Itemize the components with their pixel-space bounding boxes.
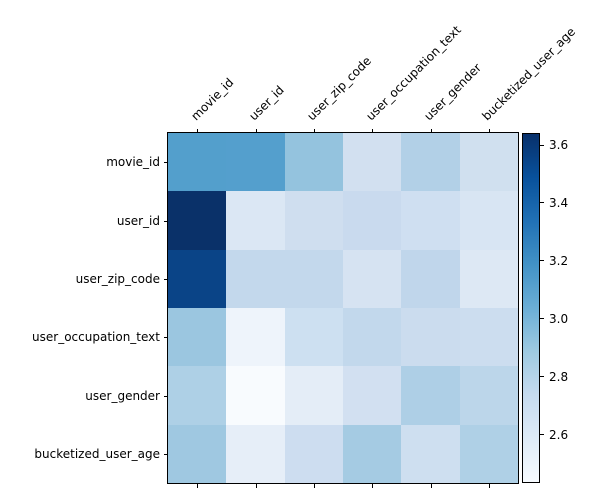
y-tick-label-user-zip-code: user_zip_code xyxy=(75,272,160,286)
colorbar-tick xyxy=(540,433,544,435)
heatmap-cell-user_id-user_zip_code xyxy=(284,191,343,250)
heatmap-cell-movie_id-user_id xyxy=(226,133,285,192)
x-tick-top xyxy=(372,129,374,133)
y-tick-left xyxy=(164,278,168,280)
colorbar-tick xyxy=(540,375,544,377)
heatmap-cell-bucketized_user_age-bucketized_user_age xyxy=(459,424,518,483)
heatmap-cell-movie_id-movie_id xyxy=(168,133,227,192)
heatmap-cell-user_gender-user_id xyxy=(226,366,285,425)
heatmap-cell-user_zip_code-user_zip_code xyxy=(284,249,343,308)
heatmap-cell-user_zip_code-movie_id xyxy=(168,249,227,308)
x-tick-label-user-gender: user_gender xyxy=(421,60,485,124)
heatmap-cell-bucketized_user_age-user_id xyxy=(226,424,285,483)
heatmap-cell-bucketized_user_age-user_gender xyxy=(401,424,460,483)
heatmap-cell-user_gender-user_zip_code xyxy=(284,366,343,425)
x-tick-bottom xyxy=(255,484,257,488)
x-tick-top xyxy=(488,129,490,133)
x-tick-label-user-id: user_id xyxy=(246,82,287,124)
x-tick-top xyxy=(430,129,432,133)
y-tick-label-movie-id: movie_id xyxy=(106,155,160,169)
x-tick-bottom xyxy=(488,484,490,488)
colorbar-tick xyxy=(540,318,544,320)
heatmap-cell-user_occupation_text-user_gender xyxy=(401,307,460,367)
y-tick-label-user-gender: user_gender xyxy=(85,389,160,403)
heatmap-cell-movie_id-user_zip_code xyxy=(284,133,343,192)
heatmap-cell-user_occupation_text-movie_id xyxy=(168,307,227,367)
heatmap-cell-user_id-user_id xyxy=(226,191,285,250)
x-tick-bottom xyxy=(372,484,374,488)
heatmap-cell-user_zip_code-user_id xyxy=(226,249,285,308)
x-tick-top xyxy=(197,129,199,133)
heatmap-cell-bucketized_user_age-user_zip_code xyxy=(284,424,343,483)
heatmap-cell-user_id-bucketized_user_age xyxy=(459,191,518,250)
colorbar-tick xyxy=(540,144,544,146)
heatmap-cell-user_zip_code-user_gender xyxy=(401,249,460,308)
heatmap-cell-user_id-movie_id xyxy=(168,191,227,250)
heatmap-cell-bucketized_user_age-movie_id xyxy=(168,424,227,483)
colorbar-tick-label-2-6: 2.6 xyxy=(549,428,569,442)
heatmap-cell-user_occupation_text-bucketized_user_age xyxy=(459,307,518,367)
x-tick-top xyxy=(255,129,257,133)
y-tick-left xyxy=(164,337,168,339)
y-tick-left xyxy=(164,395,168,397)
heatmap-grid xyxy=(167,132,519,484)
heatmap-cell-user_gender-user_occupation_text xyxy=(342,366,402,425)
colorbar-tick-label-3-4: 3.4 xyxy=(549,196,569,210)
x-tick-label-movie-id: movie_id xyxy=(188,75,237,124)
y-tick-left xyxy=(164,453,168,455)
x-tick-top xyxy=(313,129,315,133)
colorbar-tick-label-3-0: 3.0 xyxy=(549,312,569,326)
heatmap-cell-user_gender-bucketized_user_age xyxy=(459,366,518,425)
heatmap-cell-user_occupation_text-user_id xyxy=(226,307,285,367)
colorbar-tick-label-3-2: 3.2 xyxy=(549,254,569,268)
colorbar-tick-label-3-6: 3.6 xyxy=(549,138,569,152)
y-tick-left xyxy=(164,162,168,164)
x-tick-bottom xyxy=(430,484,432,488)
colorbar-tick xyxy=(540,202,544,204)
x-tick-label-bucketized-user-age: bucketized_user_age xyxy=(479,24,579,124)
y-tick-label-bucketized-user-age: bucketized_user_age xyxy=(34,447,160,461)
x-tick-bottom xyxy=(197,484,199,488)
heatmap-cell-movie_id-user_gender xyxy=(401,133,460,192)
heatmap-cell-user_occupation_text-user_occupation_text xyxy=(342,307,402,367)
colorbar-tick xyxy=(540,260,544,262)
y-tick-label-user-occupation-text: user_occupation_text xyxy=(32,330,160,344)
x-tick-bottom xyxy=(313,484,315,488)
heatmap-cell-user_occupation_text-user_zip_code xyxy=(284,307,343,367)
colorbar-tick-label-2-8: 2.8 xyxy=(549,370,569,384)
heatmap-cell-user_id-user_gender xyxy=(401,191,460,250)
heatmap-cell-bucketized_user_age-user_occupation_text xyxy=(342,424,402,483)
heatmap-cell-user_id-user_occupation_text xyxy=(342,191,402,250)
heatmap-cell-movie_id-user_occupation_text xyxy=(342,133,402,192)
y-tick-left xyxy=(164,220,168,222)
colorbar xyxy=(522,133,540,483)
heatmap-cell-user_zip_code-bucketized_user_age xyxy=(459,249,518,308)
heatmap-cell-user_zip_code-user_occupation_text xyxy=(342,249,402,308)
y-tick-label-user-id: user_id xyxy=(116,214,160,228)
heatmap-cell-user_gender-movie_id xyxy=(168,366,227,425)
heatmap-cell-movie_id-bucketized_user_age xyxy=(459,133,518,192)
x-tick-label-user-occupation-text: user_occupation_text xyxy=(363,22,464,124)
heatmap-cell-user_gender-user_gender xyxy=(401,366,460,425)
